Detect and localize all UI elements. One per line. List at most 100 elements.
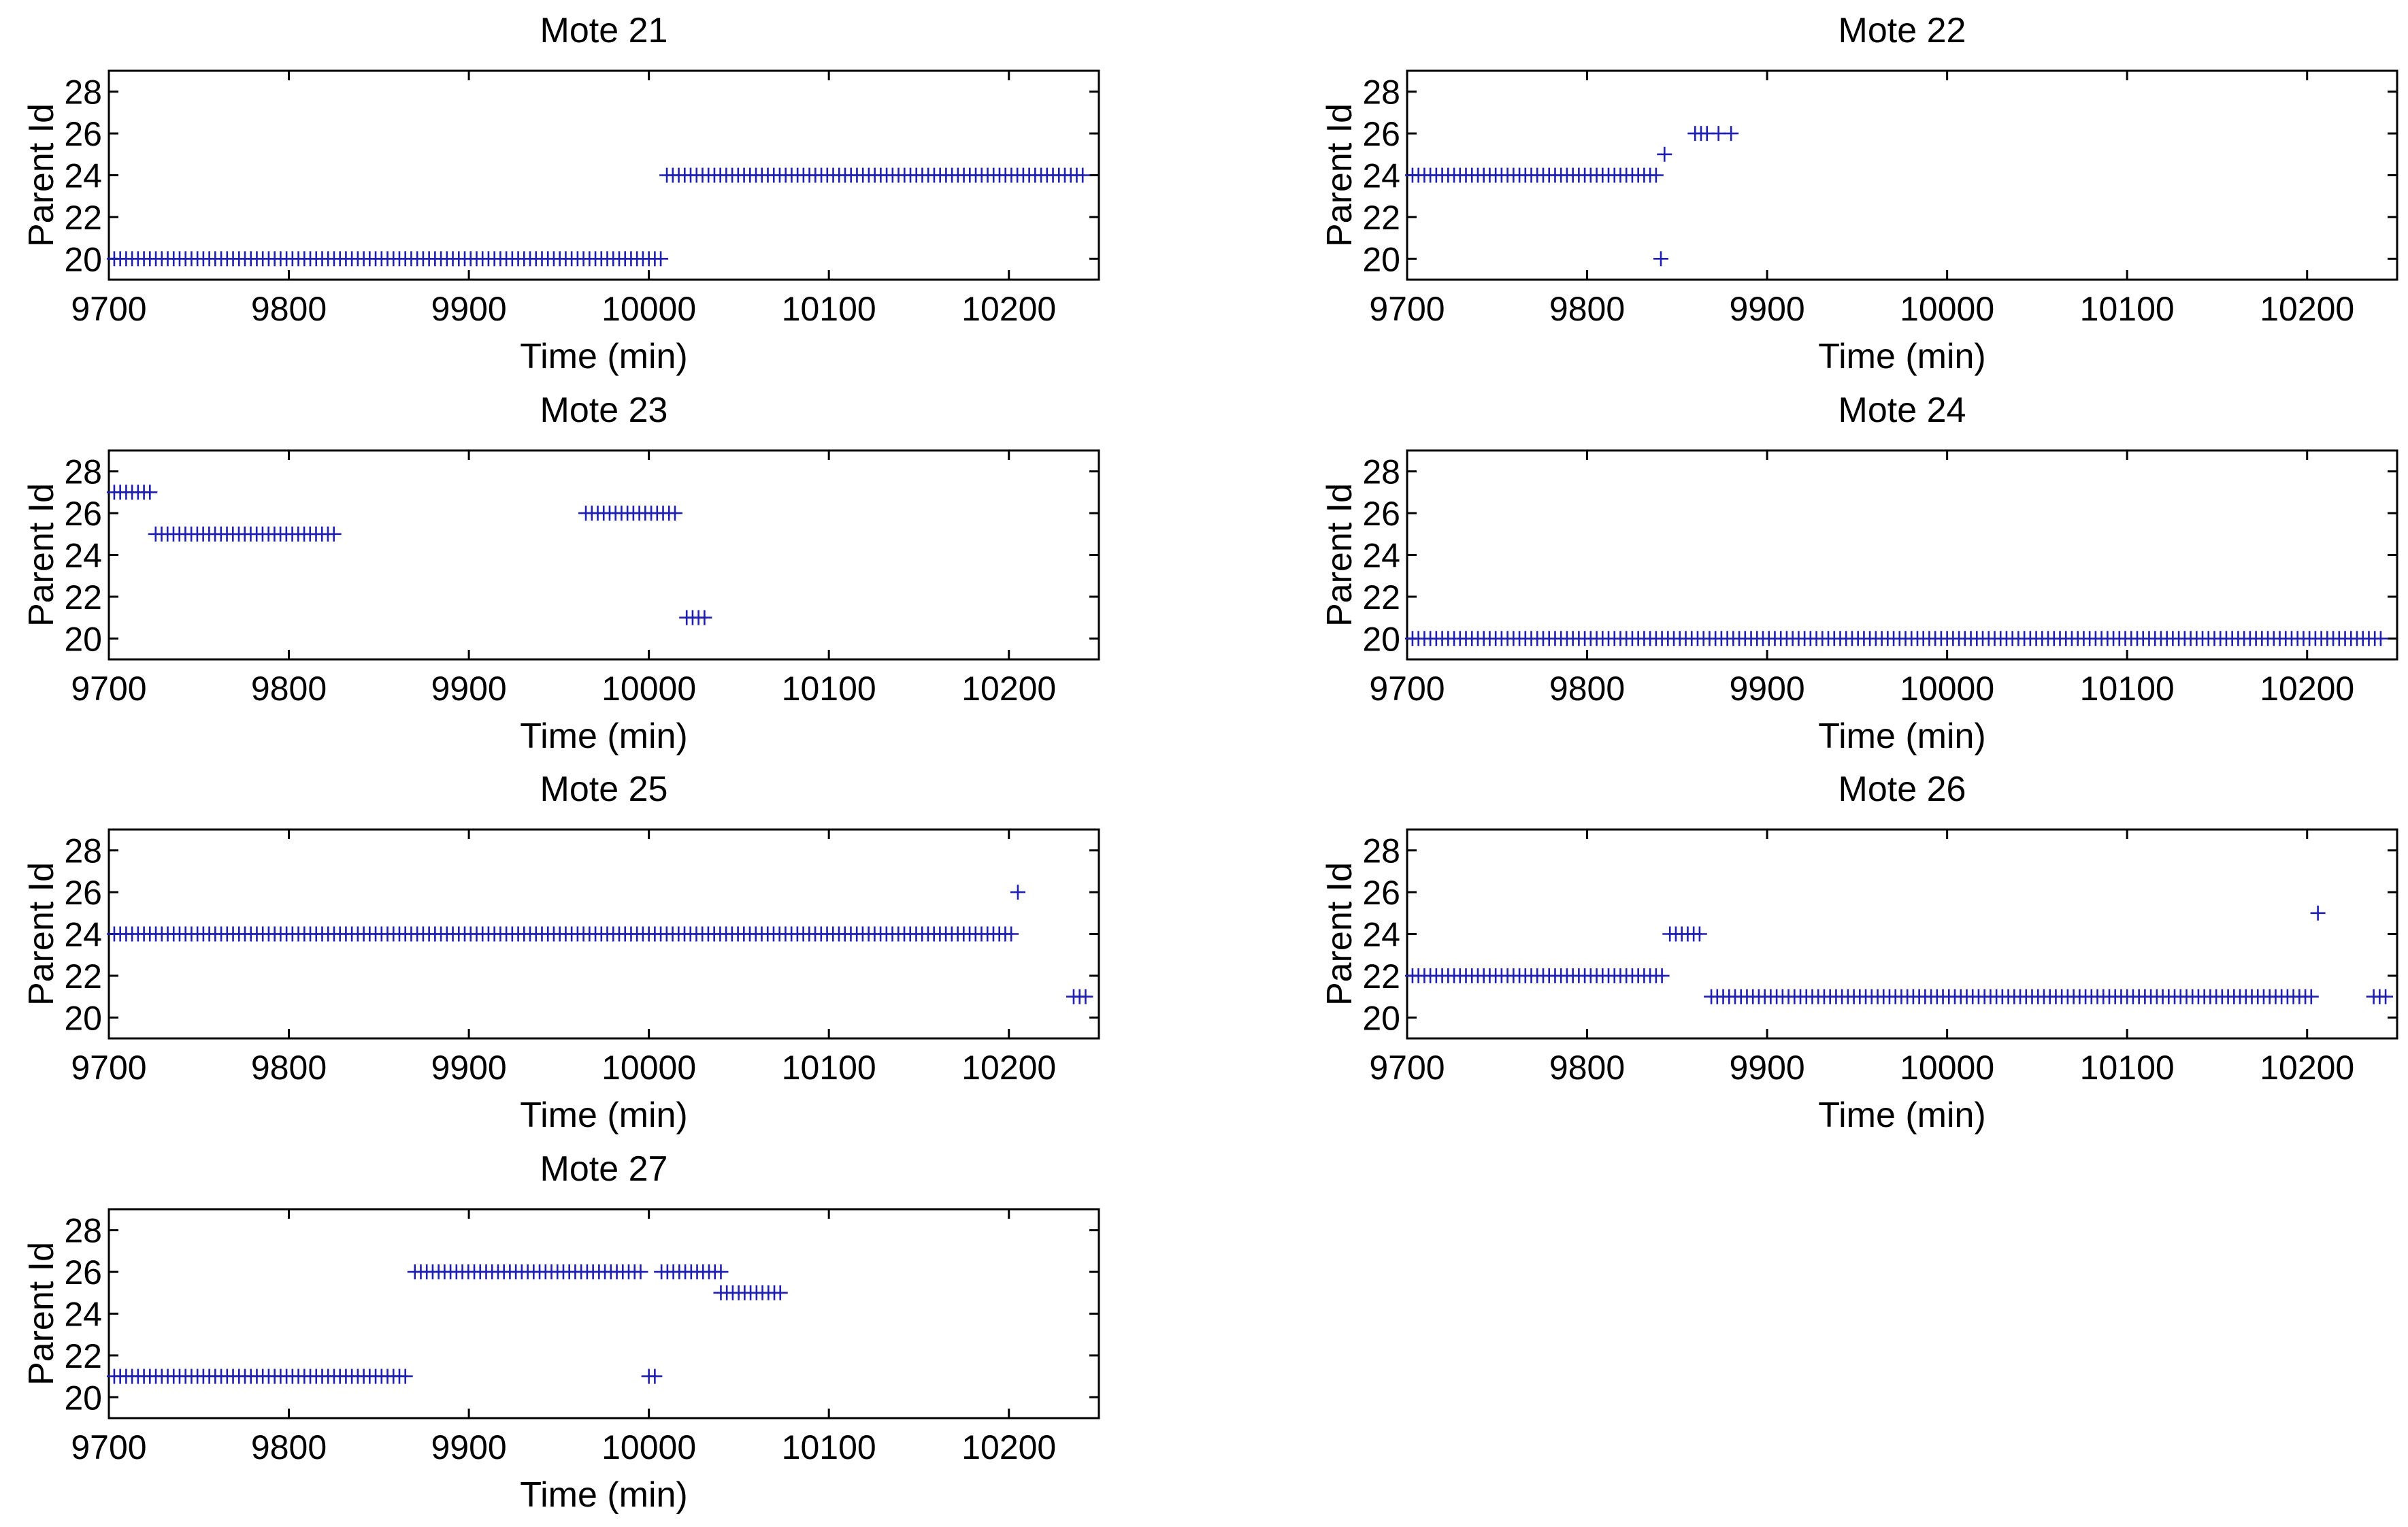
data-point xyxy=(397,1368,413,1384)
x-tick-label: 10200 xyxy=(961,1428,1056,1466)
y-tick-label: 26 xyxy=(64,495,102,533)
data-point xyxy=(1075,167,1091,183)
x-tick-label: 9800 xyxy=(251,670,327,708)
x-tick-label: 9900 xyxy=(1729,290,1804,328)
x-tick-label: 10000 xyxy=(601,1428,696,1466)
axes-box xyxy=(1406,449,2398,661)
y-axis-label: Parent Id xyxy=(22,103,61,247)
y-tick-label: 26 xyxy=(64,1253,102,1292)
x-tick-label: 10100 xyxy=(2080,1049,2175,1087)
x-tick-label: 10000 xyxy=(1900,1049,1994,1087)
data-markers xyxy=(1404,905,2394,1004)
x-tick-label: 10100 xyxy=(2080,290,2175,328)
x-tick-label: 10000 xyxy=(601,290,696,328)
chart-title: Mote 22 xyxy=(1838,11,1966,50)
x-tick-label: 9900 xyxy=(431,290,506,328)
data-point xyxy=(1692,926,1707,942)
y-tick-label: 20 xyxy=(64,620,102,658)
y-tick-label: 22 xyxy=(64,578,102,617)
y-axis-label: Parent Id xyxy=(1320,103,1359,247)
panel-mote-24: Mote 24 9700 9800 9900 10000 10100 10200 202224… xyxy=(1320,391,2398,756)
x-tick-label: 9800 xyxy=(1549,670,1625,708)
x-tick-label: 10000 xyxy=(1900,670,1994,708)
data-point xyxy=(1723,126,1739,142)
data-markers xyxy=(106,485,712,625)
panel-mote-23: Mote 23 9700 9800 9900 10000 10100 10200 202224… xyxy=(22,391,1100,756)
y-tick-label: 24 xyxy=(1362,537,1400,575)
y-tick-label: 28 xyxy=(1362,453,1400,491)
y-axis-label: Parent Id xyxy=(22,862,61,1006)
y-tick-label: 20 xyxy=(64,999,102,1037)
x-tick-label: 9700 xyxy=(1369,290,1445,328)
y-tick-label: 22 xyxy=(1362,957,1400,996)
y-tick-label: 24 xyxy=(64,537,102,575)
y-tick-label: 20 xyxy=(64,1379,102,1417)
data-point xyxy=(1654,968,1670,983)
x-tick-label: 10100 xyxy=(2080,670,2175,708)
y-axis-label: Parent Id xyxy=(1320,483,1359,627)
data-point xyxy=(1010,885,1025,900)
x-tick-label: 10100 xyxy=(782,670,876,708)
x-axis-label: Time (min) xyxy=(520,1475,688,1515)
x-tick-label: 9900 xyxy=(431,1428,506,1466)
data-point xyxy=(1648,167,1664,183)
data-point xyxy=(1657,146,1672,162)
data-point xyxy=(653,251,669,267)
chart-title: Mote 23 xyxy=(540,391,668,430)
x-tick-label: 10200 xyxy=(2260,670,2354,708)
x-tick-label: 9900 xyxy=(431,1049,506,1087)
x-axis-label: Time (min) xyxy=(520,1096,688,1135)
data-point xyxy=(2303,989,2319,1004)
data-point xyxy=(1653,251,1669,267)
x-tick-label: 9700 xyxy=(71,1049,146,1087)
data-point xyxy=(772,1285,788,1300)
data-point xyxy=(1004,926,1019,942)
x-tick-label: 10000 xyxy=(1900,290,1994,328)
chart-title: Mote 21 xyxy=(540,11,668,50)
data-point xyxy=(2378,989,2394,1004)
y-tick-label: 24 xyxy=(1362,916,1400,954)
x-tick-label: 9900 xyxy=(1729,1049,1804,1087)
y-tick-label: 24 xyxy=(64,157,102,195)
x-tick-label: 10200 xyxy=(961,290,1056,328)
x-tick-label: 9800 xyxy=(1549,1049,1625,1087)
x-tick-label: 9700 xyxy=(1369,670,1445,708)
y-tick-label: 26 xyxy=(64,115,102,153)
y-tick-label: 20 xyxy=(1362,240,1400,278)
x-tick-label: 10200 xyxy=(961,670,1056,708)
data-markers xyxy=(1404,126,1739,267)
data-point xyxy=(633,1264,648,1280)
data-markers xyxy=(106,1264,788,1384)
data-markers xyxy=(106,167,1091,267)
x-tick-label: 10200 xyxy=(961,1049,1056,1087)
x-axis-label: Time (min) xyxy=(520,337,688,376)
chart-title: Mote 26 xyxy=(1838,770,1966,809)
chart-title: Mote 27 xyxy=(540,1149,668,1189)
x-tick-label: 9700 xyxy=(1369,1049,1445,1087)
x-tick-label: 9700 xyxy=(71,1428,146,1466)
x-tick-label: 9800 xyxy=(1549,290,1625,328)
y-tick-label: 20 xyxy=(64,240,102,278)
x-tick-label: 9700 xyxy=(71,670,146,708)
y-tick-label: 24 xyxy=(64,916,102,954)
data-point xyxy=(667,506,682,521)
y-tick-label: 28 xyxy=(64,73,102,112)
x-tick-label: 10200 xyxy=(2260,1049,2354,1087)
y-tick-label: 20 xyxy=(1362,999,1400,1037)
data-markers xyxy=(1404,631,2388,646)
data-point xyxy=(2310,905,2326,921)
y-tick-label: 28 xyxy=(1362,832,1400,870)
panel-mote-26: Mote 26 9700 9800 9900 10000 10100 10200 202224… xyxy=(1320,770,2398,1135)
y-tick-label: 28 xyxy=(64,832,102,870)
x-tick-label: 9800 xyxy=(251,1428,327,1466)
x-tick-label: 9800 xyxy=(251,1049,327,1087)
data-point xyxy=(2373,631,2388,646)
x-tick-label: 10100 xyxy=(782,1428,876,1466)
y-tick-label: 26 xyxy=(1362,874,1400,912)
panel-mote-25: Mote 25 9700 9800 9900 10000 10100 10200 202224… xyxy=(22,770,1100,1135)
x-tick-label: 9700 xyxy=(71,290,146,328)
y-tick-label: 22 xyxy=(64,1337,102,1375)
y-tick-label: 28 xyxy=(64,1212,102,1250)
data-point xyxy=(713,1264,729,1280)
